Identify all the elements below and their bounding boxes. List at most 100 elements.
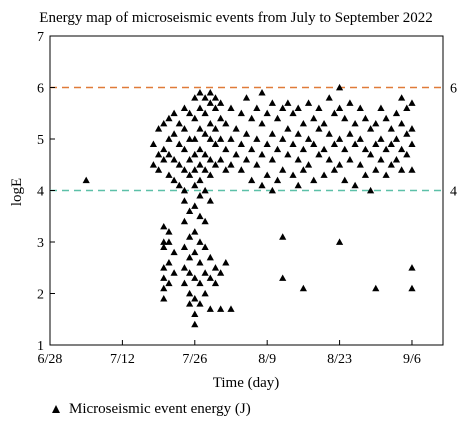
legend-label: Microseismic event energy (J)	[69, 400, 251, 417]
data-point	[330, 166, 339, 173]
data-point	[154, 166, 163, 173]
y-tick-label: 1	[37, 339, 44, 354]
data-point	[304, 99, 313, 106]
data-point	[201, 130, 209, 137]
data-point	[325, 94, 333, 101]
reference-line-label: 6	[450, 82, 457, 97]
data-point	[361, 145, 370, 153]
data-point	[206, 305, 214, 312]
data-point	[330, 140, 339, 148]
data-point	[325, 156, 333, 163]
data-point	[160, 243, 168, 251]
data-point	[180, 197, 189, 204]
data-point	[367, 150, 375, 158]
data-point	[186, 300, 194, 307]
data-point	[170, 176, 178, 184]
data-point	[289, 140, 297, 148]
data-point	[310, 114, 318, 122]
data-point	[377, 104, 385, 111]
data-point	[263, 140, 271, 148]
data-point	[165, 135, 173, 142]
y-tick-label: 4	[37, 185, 44, 200]
data-point	[279, 104, 287, 111]
data-point	[149, 140, 158, 148]
x-tick-label: 6/28	[38, 352, 63, 367]
y-tick-label: 5	[37, 133, 44, 148]
data-point	[279, 166, 287, 173]
data-point	[196, 192, 204, 199]
data-point	[351, 181, 359, 189]
reference-line-label: 4	[450, 185, 457, 200]
y-tick-label: 2	[37, 288, 44, 303]
data-point	[201, 289, 209, 297]
data-point	[201, 150, 209, 158]
data-point	[170, 109, 178, 117]
data-point	[258, 181, 266, 189]
data-point	[346, 156, 354, 163]
data-point	[263, 171, 271, 178]
data-point	[191, 295, 199, 302]
data-point	[408, 140, 416, 148]
data-point	[222, 166, 230, 173]
data-point	[154, 150, 163, 158]
data-point	[180, 217, 189, 225]
data-point	[372, 284, 380, 292]
data-point	[361, 171, 370, 178]
data-point	[196, 161, 204, 168]
data-point	[304, 135, 313, 142]
data-point	[191, 181, 199, 189]
data-point	[206, 253, 214, 261]
data-point	[165, 150, 173, 158]
data-point	[335, 83, 344, 91]
data-point	[242, 94, 251, 101]
data-point	[377, 135, 385, 142]
data-point	[315, 150, 323, 158]
data-point	[206, 89, 214, 96]
data-point	[310, 176, 318, 184]
data-point	[186, 233, 194, 240]
data-point	[175, 119, 183, 127]
data-point	[387, 161, 395, 168]
data-point	[170, 269, 178, 276]
data-point	[186, 156, 194, 163]
data-point	[279, 274, 287, 281]
data-point	[211, 264, 220, 271]
data-point	[217, 269, 225, 276]
data-point	[180, 125, 189, 132]
data-point	[82, 176, 90, 184]
data-point	[227, 161, 235, 168]
data-point	[217, 114, 225, 122]
data-point	[268, 99, 276, 106]
data-point	[191, 114, 199, 122]
data-point	[175, 140, 183, 148]
data-point	[196, 212, 204, 220]
data-point	[351, 140, 359, 148]
data-point	[408, 264, 416, 271]
data-point	[191, 135, 199, 142]
data-point	[186, 207, 194, 214]
data-point	[377, 156, 385, 163]
data-point	[403, 104, 411, 111]
data-point	[372, 119, 380, 127]
y-tick-label: 7	[37, 30, 44, 45]
data-point	[273, 114, 282, 122]
data-point	[351, 119, 359, 127]
data-point	[242, 156, 251, 163]
data-point	[170, 130, 178, 137]
data-point	[392, 109, 401, 117]
data-point	[201, 217, 209, 225]
data-point	[160, 238, 168, 245]
data-point	[191, 274, 199, 281]
data-point	[175, 181, 183, 189]
data-point	[398, 145, 406, 153]
data-point	[242, 130, 251, 137]
y-tick-label: 6	[37, 82, 44, 97]
data-point	[206, 274, 214, 281]
data-point	[211, 125, 220, 132]
data-point	[346, 99, 354, 106]
data-point	[335, 104, 344, 111]
data-point	[356, 161, 364, 168]
data-point	[392, 135, 401, 142]
data-point	[180, 186, 189, 194]
